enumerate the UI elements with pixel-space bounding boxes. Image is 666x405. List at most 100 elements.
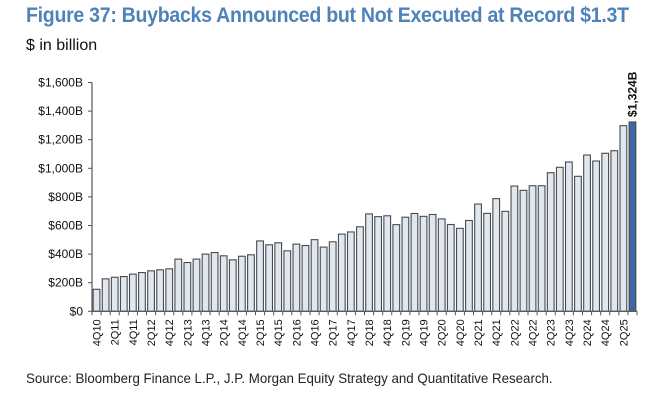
chart-subtitle: $ in billion xyxy=(26,37,98,54)
y-tick-label: $800B xyxy=(48,190,83,204)
bar xyxy=(437,218,446,312)
bar xyxy=(174,258,183,312)
bar xyxy=(419,215,428,312)
x-tick-label: 2Q12 xyxy=(146,319,158,346)
bar xyxy=(610,150,619,312)
x-tick-label: 4Q21 xyxy=(491,319,503,346)
bar xyxy=(483,212,492,312)
bar xyxy=(492,198,501,312)
bar xyxy=(183,261,192,312)
x-tick-label: 2Q20 xyxy=(437,319,449,346)
bar xyxy=(256,240,264,312)
x-axis: 4Q10 2Q11 4Q11 2Q12 4Q12 2Q13 4Q13 2Q14 4Q14 2Q15… xyxy=(91,310,638,346)
bar xyxy=(592,160,601,312)
x-tick-label: 2Q15 xyxy=(255,319,267,346)
bar xyxy=(401,216,410,312)
bar-highlight xyxy=(628,121,637,312)
bar xyxy=(619,125,628,312)
data-label: $1,324B xyxy=(625,71,639,117)
bar xyxy=(601,152,610,312)
bar xyxy=(501,210,510,312)
y-axis: $0 $200B $400B $600B $800B $1,000B $1,200B $1,4… xyxy=(38,76,93,318)
bar xyxy=(410,212,419,312)
x-tick-label: 4Q13 xyxy=(201,319,213,346)
bar xyxy=(210,251,219,312)
x-tick-label: 4Q19 xyxy=(419,319,431,346)
bar xyxy=(328,241,337,312)
x-tick-label: 4Q20 xyxy=(455,319,467,346)
source-note: Source: Bloomberg Finance L.P., J.P. Mor… xyxy=(26,370,553,386)
bar xyxy=(119,275,128,312)
bar xyxy=(583,154,591,312)
bar xyxy=(446,223,455,312)
x-tick-label: 2Q18 xyxy=(364,319,376,346)
y-tick-label: $400B xyxy=(48,247,83,261)
y-tick-label: $1,000B xyxy=(38,161,83,175)
bar xyxy=(356,226,364,312)
bar xyxy=(310,239,319,312)
x-tick-label: 4Q23 xyxy=(564,319,576,346)
bar xyxy=(392,224,401,312)
x-tick-label: 2Q17 xyxy=(328,319,340,346)
bar xyxy=(165,268,174,312)
x-tick-label: 4Q16 xyxy=(310,319,322,346)
x-tick-label: 2Q23 xyxy=(546,319,558,346)
bar xyxy=(219,255,228,312)
bar xyxy=(455,227,464,312)
bar xyxy=(283,250,292,312)
bar xyxy=(546,172,555,312)
y-tick-label: $600B xyxy=(48,219,83,233)
bar xyxy=(528,185,537,312)
bar xyxy=(428,213,437,312)
y-tick-label: $1,600B xyxy=(38,76,83,90)
bar xyxy=(192,258,201,312)
bar xyxy=(537,185,546,312)
bar xyxy=(474,203,482,312)
bar xyxy=(465,219,473,312)
x-tick-label: 2Q25 xyxy=(618,319,630,346)
bar xyxy=(555,166,564,312)
x-tick-label: 2Q19 xyxy=(400,319,412,346)
x-tick-label: 2Q14 xyxy=(219,319,231,346)
bar xyxy=(301,244,310,312)
bar xyxy=(138,271,146,312)
chart-title: Figure 37: Buybacks Announced but Not Ex… xyxy=(26,4,629,27)
x-tick-label: 4Q11 xyxy=(128,319,140,345)
bar xyxy=(319,246,328,312)
bar xyxy=(147,270,155,312)
bar xyxy=(101,278,110,312)
x-tick-label: 4Q12 xyxy=(164,319,176,346)
x-tick-label: 2Q16 xyxy=(291,319,303,346)
x-tick-label: 2Q22 xyxy=(509,319,521,346)
bars xyxy=(92,121,637,312)
x-tick-label: 2Q24 xyxy=(582,319,594,346)
bar xyxy=(265,244,274,312)
x-tick-label: 4Q10 xyxy=(92,319,104,346)
bar xyxy=(228,259,237,312)
bar xyxy=(247,254,255,312)
x-tick-label: 4Q15 xyxy=(273,319,285,346)
bar xyxy=(274,242,283,312)
annotations: $1,324B xyxy=(625,71,639,117)
bar xyxy=(201,253,210,312)
bar xyxy=(374,216,383,312)
y-tick-label: $200B xyxy=(48,276,83,290)
x-tick-label: 4Q17 xyxy=(346,319,358,346)
x-tick-label: 2Q21 xyxy=(473,319,485,346)
y-tick-label: $0 xyxy=(70,304,84,318)
bar xyxy=(110,276,119,312)
x-tick-label: 4Q22 xyxy=(528,319,540,346)
bar xyxy=(237,255,246,312)
bar xyxy=(365,213,373,312)
bar xyxy=(383,215,392,312)
bar xyxy=(156,269,165,312)
bar xyxy=(574,175,582,312)
bar xyxy=(292,243,301,312)
x-tick-label: 4Q14 xyxy=(237,319,249,346)
x-tick-label: 4Q24 xyxy=(600,319,612,346)
x-tick-label: 4Q18 xyxy=(382,319,394,346)
bar xyxy=(337,233,346,312)
y-tick-label: $1,400B xyxy=(38,104,83,118)
bar xyxy=(346,231,355,312)
